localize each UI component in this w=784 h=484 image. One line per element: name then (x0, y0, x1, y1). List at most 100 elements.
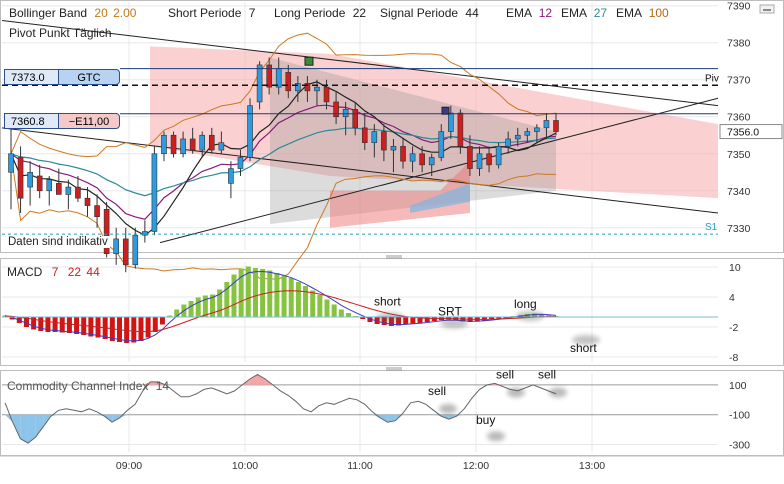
macd-tick-label: -2 (729, 322, 738, 334)
candle-body (361, 127, 368, 143)
cci-oversold-fill (112, 414, 120, 423)
candle-body (208, 134, 215, 151)
pink-channel-zone (150, 46, 718, 199)
cci-oversold-fill (372, 414, 380, 418)
candle-body (505, 138, 511, 147)
candle-body (218, 142, 225, 151)
long-period-label: Long Periode (274, 6, 346, 20)
time-tick-label: 09:00 (116, 460, 142, 472)
time-tick-label: 10:00 (232, 460, 258, 472)
ema100-legend: EMA 100 (616, 6, 669, 20)
splitter-grip-icon[interactable] (386, 255, 402, 259)
cci-annotation-label: sell (538, 367, 556, 381)
cci-annotation-label: sell (496, 367, 514, 381)
candle-body (486, 153, 492, 166)
bollinger-dev: 2.00 (113, 6, 137, 20)
annotation-shadow (439, 403, 457, 414)
gtc-order-price[interactable]: 7373.0 (4, 69, 58, 85)
macd-bar (338, 309, 344, 317)
cci-title: Commodity Channel Index (7, 379, 149, 393)
price-tick-label: 7350 (727, 149, 751, 161)
candle-body (323, 86, 330, 103)
candle-body (65, 186, 72, 195)
candle-body (151, 153, 158, 232)
candle-body (457, 112, 464, 147)
macd-bar (145, 317, 151, 338)
macd-bar (59, 317, 65, 333)
macd-bar (195, 297, 201, 317)
macd-bar (9, 317, 15, 320)
bollinger-label: Bollinger Band (9, 6, 88, 20)
macd-param-long: 22 (67, 265, 82, 279)
macd-bar (217, 289, 223, 317)
candle-body (46, 179, 53, 192)
candle-body (132, 234, 139, 266)
s1-label: S1 (705, 222, 718, 233)
signal-marker (441, 106, 450, 115)
candle-body (94, 205, 100, 217)
position-price[interactable]: 7360.8 (4, 113, 58, 129)
cci-oversold-fill (395, 414, 403, 421)
macd-bar (424, 317, 430, 322)
gtc-order-type[interactable]: GTC (58, 69, 120, 85)
candle-body (27, 171, 33, 188)
ema12-line (10, 104, 557, 220)
macd-annotation-label: SRT (438, 305, 462, 319)
macd-bar (367, 317, 373, 322)
annotation-shadow (549, 387, 567, 398)
macd-bar (210, 294, 216, 317)
trendline-middle (1, 127, 719, 214)
candle-body (142, 231, 148, 236)
cci-tick-label: -100 (729, 410, 750, 422)
macd-bar (274, 273, 280, 317)
minimize-icon[interactable] (759, 4, 775, 14)
price-tick-label: 7360 (727, 112, 751, 124)
cci-oversold-fill (12, 414, 21, 439)
macd-bar (403, 317, 409, 325)
position-pnl[interactable]: −E11,00 (58, 113, 120, 129)
candle-body (342, 109, 349, 118)
candle-body (467, 146, 473, 169)
macd-bar (324, 299, 330, 317)
candle-body (534, 127, 540, 132)
macd-bar (295, 282, 301, 317)
splitter-grip-icon[interactable] (386, 367, 402, 371)
cci-overbought-fill (249, 374, 258, 385)
macd-bar (310, 290, 316, 317)
candle-body (228, 168, 234, 184)
macd-panel[interactable] (0, 258, 784, 366)
ema27-legend: EMA 27 (561, 6, 607, 20)
candle-body (543, 120, 550, 129)
annotation-shadow (516, 311, 544, 321)
candle-body (476, 153, 483, 169)
macd-param-signal: 44 (86, 265, 100, 279)
macd-legend: MACD 7 22 44 (7, 265, 100, 279)
macd-bar (238, 268, 244, 317)
signal-period-label: Signal Periode (380, 6, 459, 20)
macd-bar (31, 317, 37, 330)
macd-signal-line (4, 290, 557, 333)
annotation-shadow (507, 387, 525, 398)
candle-body (295, 83, 301, 92)
candle-body (17, 157, 24, 199)
cci-annotation-label: buy (476, 413, 495, 427)
macd-bar (281, 275, 287, 317)
long-period-value: 22 (352, 6, 367, 20)
macd-tick-label: -8 (729, 352, 738, 364)
candle-body (390, 146, 397, 151)
ema12-legend: EMA 12 (506, 6, 552, 20)
cci-oversold-fill (456, 414, 465, 417)
cci-tick-label: 100 (729, 380, 747, 392)
macd-bar (52, 317, 58, 332)
candle-body (180, 138, 186, 155)
macd-bar (317, 295, 323, 317)
macd-annotation-label: long (514, 297, 537, 311)
candle-body (247, 105, 253, 158)
price-tick-label: 7390 (727, 1, 751, 13)
macd-bar (74, 317, 80, 334)
candle-body (75, 186, 81, 199)
ema27-line (10, 127, 557, 197)
macd-bar (481, 317, 487, 321)
candle-body (553, 120, 559, 132)
